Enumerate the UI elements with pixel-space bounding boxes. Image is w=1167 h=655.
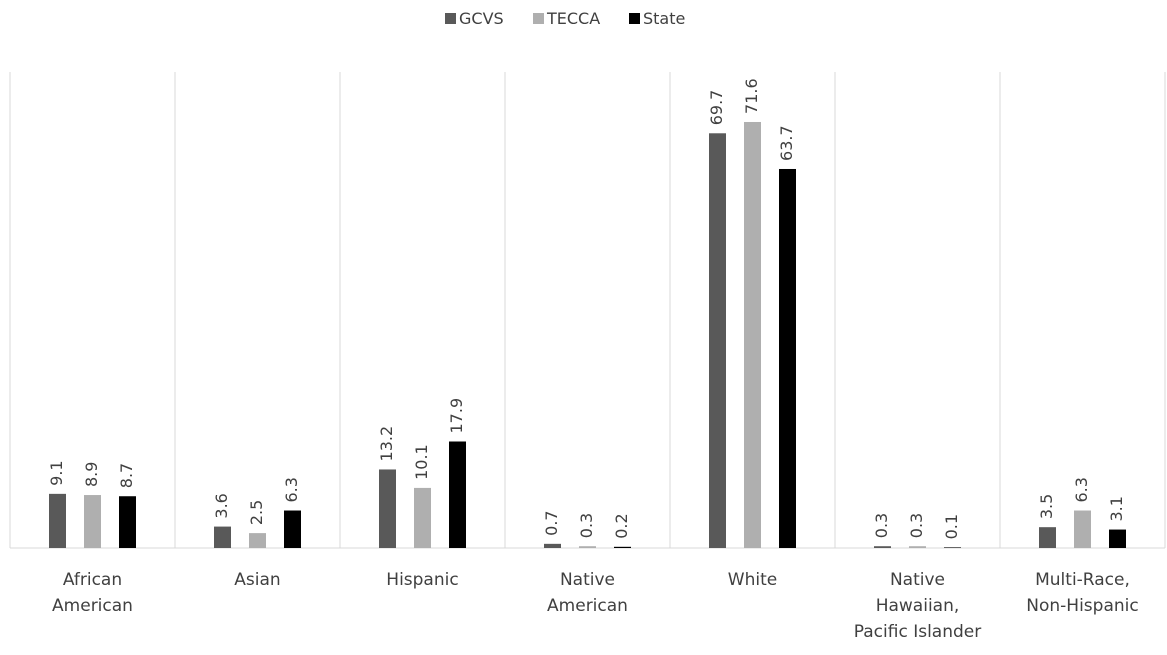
legend-label: TECCA bbox=[546, 9, 600, 28]
bar bbox=[84, 495, 101, 548]
data-label: 63.7 bbox=[777, 125, 796, 161]
data-label: 0.3 bbox=[907, 513, 926, 538]
bar bbox=[944, 547, 961, 548]
data-label: 0.7 bbox=[542, 510, 561, 535]
bar bbox=[414, 487, 431, 548]
data-label: 9.1 bbox=[47, 460, 66, 485]
data-label: 6.3 bbox=[282, 477, 301, 502]
data-label: 6.3 bbox=[1072, 477, 1091, 502]
data-label: 8.7 bbox=[117, 463, 136, 488]
legend-swatch bbox=[445, 13, 456, 24]
x-tick-label: Hispanic bbox=[386, 570, 459, 590]
bar bbox=[379, 469, 396, 548]
bar bbox=[779, 168, 796, 549]
x-tick-label: White bbox=[727, 570, 778, 590]
data-label: 3.6 bbox=[212, 493, 231, 518]
data-label: 0.3 bbox=[872, 513, 891, 538]
bar bbox=[1109, 529, 1126, 548]
bar bbox=[249, 533, 266, 548]
legend-label: GCVS bbox=[459, 9, 504, 28]
data-label: 3.1 bbox=[1107, 496, 1126, 521]
bar bbox=[544, 543, 561, 548]
data-label: 17.9 bbox=[447, 398, 466, 434]
data-label: 71.6 bbox=[742, 78, 761, 114]
data-label: 0.3 bbox=[577, 513, 596, 538]
bar bbox=[1074, 510, 1091, 548]
x-tick-label: Multi-Race, Non-Hispanic bbox=[1026, 570, 1139, 616]
bar bbox=[614, 546, 631, 548]
bar bbox=[744, 121, 761, 548]
bar bbox=[449, 441, 466, 548]
bar bbox=[579, 546, 596, 548]
data-label: 3.5 bbox=[1037, 494, 1056, 519]
bar bbox=[119, 496, 136, 548]
legend-label: State bbox=[643, 9, 685, 28]
data-label: 13.2 bbox=[377, 426, 396, 462]
bar bbox=[49, 493, 66, 548]
data-label: 0.1 bbox=[942, 514, 961, 539]
bar bbox=[1039, 527, 1056, 548]
data-label: 2.5 bbox=[247, 500, 266, 525]
legend-swatch bbox=[629, 13, 640, 24]
x-tick-label: Asian bbox=[234, 570, 281, 590]
x-tick-label: Native Hawaiian, Pacific Islander bbox=[853, 570, 982, 642]
data-label: 10.1 bbox=[412, 444, 431, 480]
data-label: 0.2 bbox=[612, 513, 631, 538]
data-label: 8.9 bbox=[82, 462, 101, 487]
legend-swatch bbox=[533, 13, 544, 24]
bar bbox=[909, 546, 926, 548]
x-tick-label: African American bbox=[52, 570, 133, 616]
x-tick-label: Native American bbox=[547, 570, 628, 616]
bar bbox=[874, 546, 891, 548]
bar bbox=[709, 133, 726, 548]
bar bbox=[214, 526, 231, 548]
data-label: 69.7 bbox=[707, 90, 726, 126]
bar bbox=[284, 510, 301, 548]
